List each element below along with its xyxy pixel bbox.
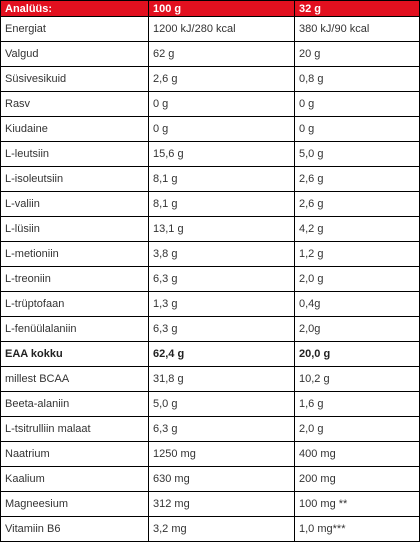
per-serving-cell: 5,0 g [294, 141, 420, 167]
table-row: L-tsitrulliin malaat 6,3 g 2,0 g [0, 416, 420, 442]
per-serving-cell: 0 g [294, 91, 420, 117]
per-serving-cell: 380 kJ/90 kcal [294, 16, 420, 42]
nutrient-name-cell: L-isoleutsiin [0, 166, 149, 192]
header-analysis: Analüüs: [0, 0, 149, 17]
table-row: Süsivesikuid 2,6 g 0,8 g [0, 66, 420, 92]
per-100g-cell: 31,8 g [148, 366, 295, 392]
header-per-100g: 100 g [148, 0, 295, 17]
table-row: L-isoleutsiin 8,1 g 2,6 g [0, 166, 420, 192]
nutrient-name-cell: Kaalium [0, 466, 149, 492]
per-serving-cell: 200 mg [294, 466, 420, 492]
per-100g-cell: 1,3 g [148, 291, 295, 317]
table-row: Energiat 1200 kJ/280 kcal 380 kJ/90 kcal [0, 16, 420, 42]
per-serving-cell: 2,0 g [294, 416, 420, 442]
table-row: Magneesium 312 mg 100 mg ** [0, 491, 420, 517]
per-serving-cell: 400 mg [294, 441, 420, 467]
nutrient-name-cell: L-leutsiin [0, 141, 149, 167]
header-per-serving: 32 g [294, 0, 420, 17]
table-row: L-treoniin 6,3 g 2,0 g [0, 266, 420, 292]
per-100g-cell: 15,6 g [148, 141, 295, 167]
per-serving-cell: 2,6 g [294, 166, 420, 192]
nutrient-name-cell: millest BCAA [0, 366, 149, 392]
nutrient-name-cell: Magneesium [0, 491, 149, 517]
per-100g-cell: 0 g [148, 116, 295, 142]
per-100g-cell: 630 mg [148, 466, 295, 492]
per-serving-cell: 0,4g [294, 291, 420, 317]
per-serving-cell: 1,2 g [294, 241, 420, 267]
per-serving-cell: 2,0g [294, 316, 420, 342]
per-serving-cell: 2,6 g [294, 191, 420, 217]
nutrient-name-cell: Rasv [0, 91, 149, 117]
nutrient-name-cell: L-fenüülalaniin [0, 316, 149, 342]
table-row: millest BCAA 31,8 g 10,2 g [0, 366, 420, 392]
per-serving-cell: 0,8 g [294, 66, 420, 92]
per-100g-cell: 8,1 g [148, 166, 295, 192]
nutrient-name-cell: Süsivesikuid [0, 66, 149, 92]
per-100g-cell: 62 g [148, 41, 295, 67]
table-row: Vitamiin B6 3,2 mg 1,0 mg*** [0, 516, 420, 542]
table-body: Energiat 1200 kJ/280 kcal 380 kJ/90 kcal Va… [0, 16, 420, 542]
per-100g-cell: 6,3 g [148, 316, 295, 342]
per-serving-cell: 0 g [294, 116, 420, 142]
per-serving-cell: 20 g [294, 41, 420, 67]
nutrient-name-cell: L-trüptofaan [0, 291, 149, 317]
per-100g-cell: 62,4 g [148, 341, 295, 367]
nutrient-name-cell: Vitamiin B6 [0, 516, 149, 542]
per-serving-cell: 4,2 g [294, 216, 420, 242]
per-100g-cell: 8,1 g [148, 191, 295, 217]
per-100g-cell: 312 mg [148, 491, 295, 517]
per-100g-cell: 1200 kJ/280 kcal [148, 16, 295, 42]
nutrient-name-cell: L-lüsiin [0, 216, 149, 242]
nutrient-name-cell: Kiudaine [0, 116, 149, 142]
nutrient-name-cell: L-tsitrulliin malaat [0, 416, 149, 442]
table-row: Valgud 62 g 20 g [0, 41, 420, 67]
per-100g-cell: 13,1 g [148, 216, 295, 242]
table-row: L-fenüülalaniin 6,3 g 2,0g [0, 316, 420, 342]
table-row: Kaalium 630 mg 200 mg [0, 466, 420, 492]
table-row: EAA kokku 62,4 g 20,0 g [0, 341, 420, 367]
per-100g-cell: 1250 mg [148, 441, 295, 467]
per-100g-cell: 3,8 g [148, 241, 295, 267]
per-serving-cell: 20,0 g [294, 341, 420, 367]
per-serving-cell: 2,0 g [294, 266, 420, 292]
per-serving-cell: 1,6 g [294, 391, 420, 417]
per-100g-cell: 6,3 g [148, 416, 295, 442]
table-row: Naatrium 1250 mg 400 mg [0, 441, 420, 467]
nutrient-name-cell: L-treoniin [0, 266, 149, 292]
per-100g-cell: 5,0 g [148, 391, 295, 417]
per-100g-cell: 6,3 g [148, 266, 295, 292]
nutrient-name-cell: Valgud [0, 41, 149, 67]
table-row: L-metioniin 3,8 g 1,2 g [0, 241, 420, 267]
per-serving-cell: 1,0 mg*** [294, 516, 420, 542]
per-100g-cell: 0 g [148, 91, 295, 117]
nutrient-name-cell: EAA kokku [0, 341, 149, 367]
table-row: Beeta-alaniin 5,0 g 1,6 g [0, 391, 420, 417]
table-row: L-valiin 8,1 g 2,6 g [0, 191, 420, 217]
table-row: L-lüsiin 13,1 g 4,2 g [0, 216, 420, 242]
nutrient-name-cell: Energiat [0, 16, 149, 42]
per-100g-cell: 2,6 g [148, 66, 295, 92]
nutrient-name-cell: L-valiin [0, 191, 149, 217]
table-row: L-trüptofaan 1,3 g 0,4g [0, 291, 420, 317]
per-serving-cell: 10,2 g [294, 366, 420, 392]
nutrient-name-cell: Naatrium [0, 441, 149, 467]
table-row: L-leutsiin 15,6 g 5,0 g [0, 141, 420, 167]
nutrient-name-cell: L-metioniin [0, 241, 149, 267]
per-serving-cell: 100 mg ** [294, 491, 420, 517]
nutrient-name-cell: Beeta-alaniin [0, 391, 149, 417]
table-header-row: Analüüs: 100 g 32 g [0, 0, 420, 17]
per-100g-cell: 3,2 mg [148, 516, 295, 542]
